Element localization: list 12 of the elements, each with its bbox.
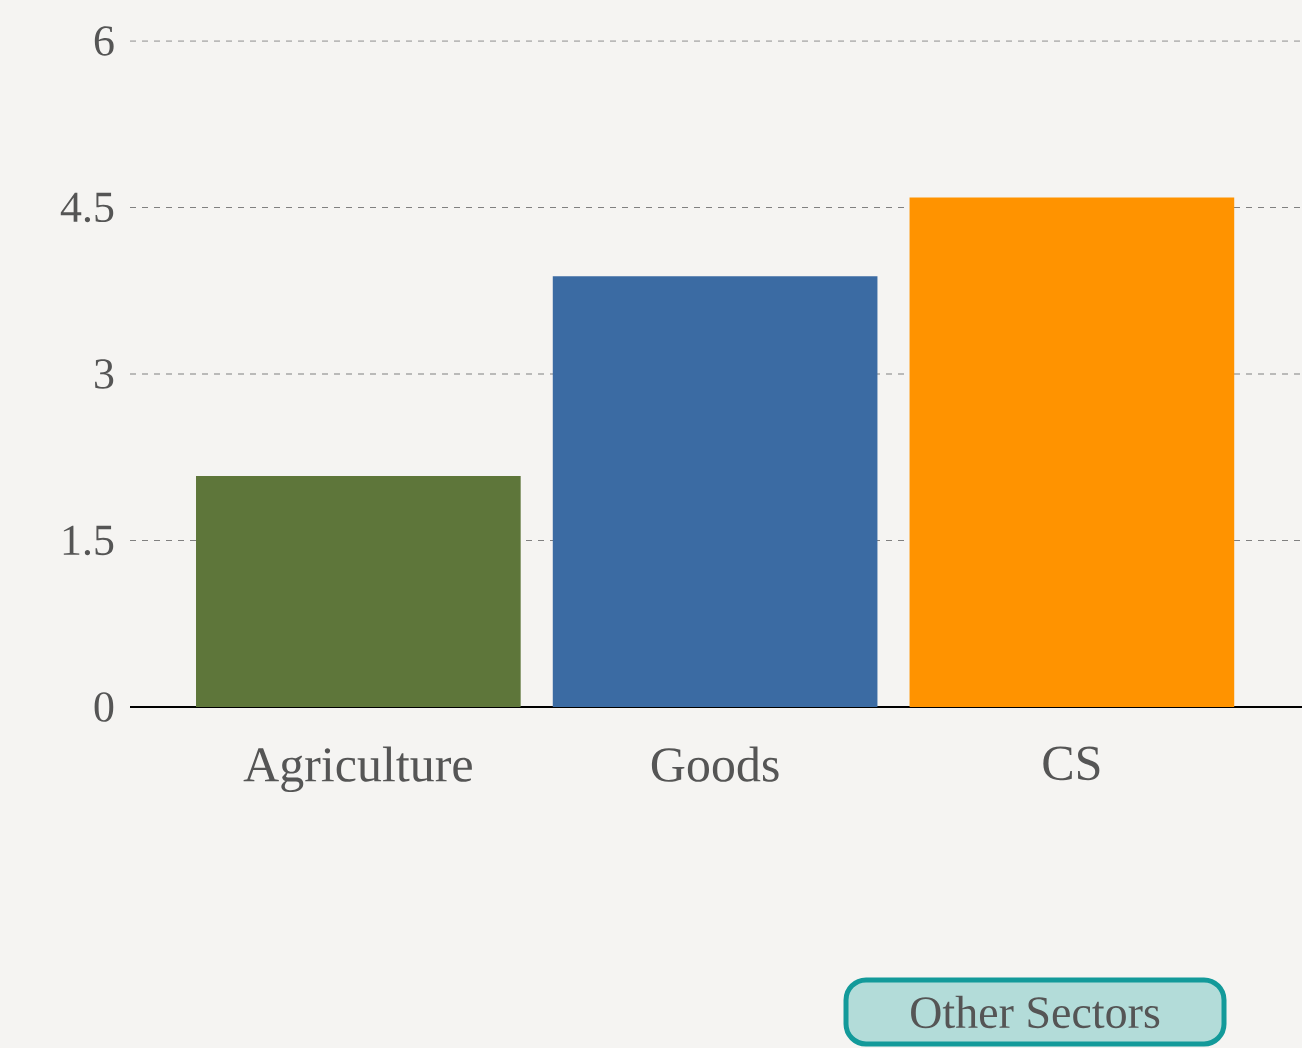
text: Other Sectors [911, 995, 1160, 1029]
x-tick-label: Goods [651, 746, 779, 782]
y-tick-label: 1.5 [63, 525, 114, 556]
y-tick-label: 0 [94, 692, 114, 722]
y-tick-label: 3 [95, 359, 114, 389]
bar [552, 276, 878, 707]
y-tick-label: 4.5 [60, 192, 114, 223]
bar [196, 476, 521, 707]
y-tick-label: 6 [94, 26, 114, 56]
x-tick-label: CS [1043, 746, 1100, 781]
x-tick-label: Agriculture [243, 746, 472, 793]
bar [909, 197, 1235, 707]
